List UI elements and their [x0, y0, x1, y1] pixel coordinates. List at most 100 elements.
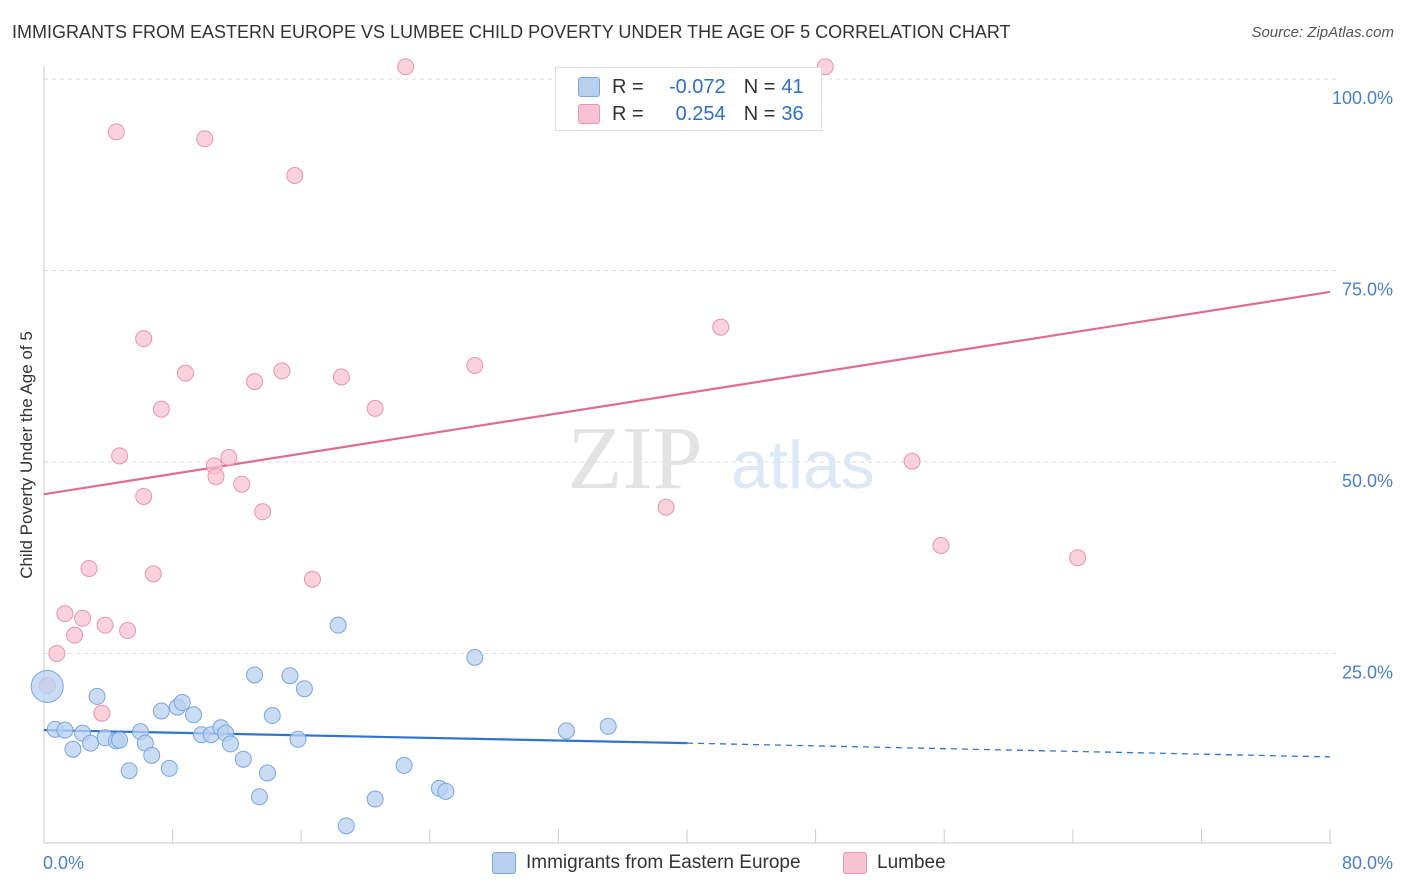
point-lumbee — [111, 447, 129, 465]
legend-swatch-pink — [843, 852, 867, 874]
series-legend: Immigrants from Eastern Europe Lumbee — [0, 852, 1406, 878]
point-lumbee — [220, 448, 238, 466]
point-eastern-europe — [258, 764, 276, 782]
point-lumbee — [74, 609, 92, 627]
legend-swatch-pink — [578, 104, 600, 124]
legend-swatch-blue — [492, 852, 516, 874]
point-eastern-europe — [120, 762, 138, 780]
legend-n-value: 36 — [781, 102, 804, 125]
watermark-atlas: atlas — [731, 427, 875, 503]
point-eastern-europe — [466, 648, 484, 666]
point-lumbee — [93, 704, 111, 722]
legend-label-lumbee: Lumbee — [877, 852, 946, 873]
point-lumbee — [397, 58, 415, 76]
point-lumbee — [273, 362, 291, 380]
point-lumbee — [932, 536, 950, 554]
point-lumbee — [152, 400, 170, 418]
point-eastern-europe — [82, 734, 100, 752]
x-tick-label: 0.0% — [43, 853, 84, 873]
point-lumbee — [80, 559, 98, 577]
watermark: ZIP atlas — [568, 409, 875, 508]
legend-r-value: 0.254 — [675, 102, 726, 125]
source-label: Source: ZipAtlas.com — [1251, 24, 1394, 41]
point-lumbee — [466, 356, 484, 374]
point-eastern-europe — [437, 782, 455, 800]
point-lumbee — [332, 368, 350, 386]
tick-labels: 25.0% 50.0% 75.0% 100.0% 0.0% 80.0% — [43, 88, 1393, 873]
chart-title: IMMIGRANTS FROM EASTERN EUROPE VS LUMBEE… — [12, 22, 1011, 42]
point-lumbee — [176, 364, 194, 382]
axes — [43, 66, 1332, 844]
data-points — [30, 58, 1087, 835]
legend-row-eastern-europe: R = -0.072 N = 41 — [578, 74, 804, 100]
point-lumbee — [303, 570, 321, 588]
point-lumbee — [286, 167, 304, 185]
trend-line-lumbee — [43, 290, 1331, 496]
point-eastern-europe — [557, 722, 575, 740]
point-eastern-europe — [289, 730, 307, 748]
correlation-legend: R = -0.072 N = 41 R = 0.254 N = 36 — [555, 67, 822, 131]
watermark-zip: ZIP — [568, 409, 703, 508]
point-lumbee — [66, 626, 84, 644]
point-eastern-europe — [184, 706, 202, 724]
point-eastern-europe — [143, 746, 161, 764]
legend-n-value: 41 — [781, 75, 804, 98]
point-lumbee — [119, 622, 137, 640]
point-lumbee — [56, 605, 74, 623]
point-eastern-europe — [64, 740, 82, 758]
point-eastern-europe — [173, 694, 191, 712]
point-lumbee — [712, 318, 730, 336]
point-lumbee — [246, 373, 264, 391]
legend-swatch-blue — [578, 77, 600, 97]
point-eastern-europe — [111, 731, 129, 749]
trend-lines — [43, 290, 1331, 758]
y-tick-label: 75.0% — [1342, 280, 1393, 300]
legend-r-value: -0.072 — [668, 75, 726, 98]
point-eastern-europe — [263, 707, 281, 725]
point-lumbee — [254, 503, 272, 521]
legend-r-label: R = — [612, 102, 644, 125]
legend-row-lumbee: R = 0.254 N = 36 — [578, 101, 804, 127]
y-tick-label: 25.0% — [1342, 663, 1393, 683]
y-tick-label: 100.0% — [1332, 88, 1393, 108]
point-eastern-europe — [160, 759, 178, 777]
point-eastern-europe — [234, 750, 252, 768]
point-lumbee — [144, 565, 162, 583]
legend-n-label: N = — [743, 75, 776, 98]
point-lumbee — [135, 487, 153, 505]
point-eastern-europe — [246, 666, 264, 684]
point-eastern-europe — [337, 817, 355, 835]
trend-line-eastern-europe-extension — [686, 742, 1331, 758]
point-eastern-europe — [295, 680, 313, 698]
legend-item-eastern-europe: Immigrants from Eastern Europe — [492, 852, 801, 874]
point-eastern-europe — [366, 790, 384, 808]
legend-r-label: R = — [612, 75, 644, 98]
point-lumbee — [107, 123, 125, 141]
point-eastern-europe — [599, 717, 617, 735]
point-lumbee — [96, 616, 114, 634]
point-eastern-europe — [329, 616, 347, 634]
x-tick-label: 80.0% — [1342, 853, 1393, 873]
point-eastern-europe — [88, 687, 106, 705]
point-lumbee — [1069, 549, 1087, 567]
point-lumbee — [903, 452, 921, 470]
point-eastern-europe — [221, 735, 239, 753]
point-eastern-europe — [250, 788, 268, 806]
point-eastern-europe — [152, 702, 170, 720]
trend-line-eastern-europe — [43, 729, 688, 745]
point-lumbee — [135, 330, 153, 348]
point-lumbee — [233, 475, 251, 493]
legend-n-label: N = — [743, 102, 776, 125]
point-lumbee — [366, 399, 384, 417]
grid — [44, 78, 1336, 654]
point-lumbee — [657, 498, 675, 516]
point-eastern-europe — [56, 721, 74, 739]
point-lumbee — [196, 130, 214, 148]
legend-item-lumbee: Lumbee — [843, 852, 946, 874]
point-lumbee — [48, 645, 66, 662]
point-eastern-europe — [281, 667, 299, 685]
y-tick-label: 50.0% — [1342, 471, 1393, 491]
point-eastern-europe — [30, 669, 64, 703]
point-eastern-europe — [395, 756, 413, 774]
legend-label-eastern-europe: Immigrants from Eastern Europe — [526, 852, 801, 873]
